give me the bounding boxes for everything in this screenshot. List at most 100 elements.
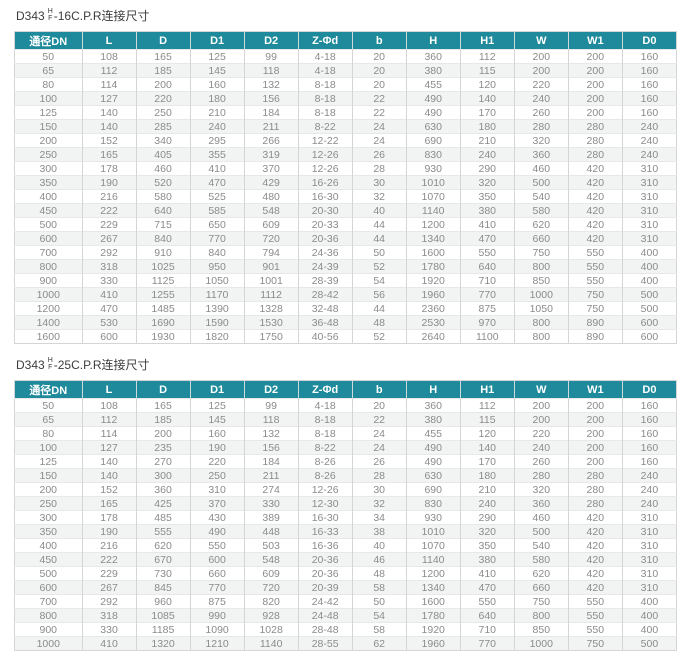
table-cell: 750 bbox=[567, 636, 623, 651]
table-row: 100 127 220 180 156 8-18 22 490 140 240 200 160 bbox=[14, 91, 677, 106]
table-row: 200 152 340 295 266 12-22 24 690 210 320 280 240 bbox=[14, 133, 677, 148]
table-cell: 770 bbox=[189, 231, 245, 246]
table-cell: 140 bbox=[81, 105, 137, 120]
table-cell: 120 bbox=[459, 77, 515, 92]
table-cell: 660 bbox=[513, 231, 569, 246]
table-row: 900 330 1125 1050 1001 28-39 54 1920 710 850 550 40… bbox=[14, 273, 677, 288]
table-cell: 114 bbox=[81, 426, 137, 441]
table-cell: 1140 bbox=[243, 636, 299, 651]
table-cell: 420 bbox=[567, 552, 623, 567]
table-cell: 1028 bbox=[243, 622, 299, 637]
table-cell: 1200 bbox=[405, 217, 461, 232]
table-cell: 900 bbox=[14, 622, 83, 637]
table-cell: 540 bbox=[513, 189, 569, 204]
table-cell: 132 bbox=[243, 77, 299, 92]
column-header: D1 bbox=[189, 31, 245, 50]
table-cell: 1600 bbox=[14, 329, 83, 344]
table-cell: 165 bbox=[81, 496, 137, 511]
table-cell: 720 bbox=[243, 580, 299, 595]
table-cell: 550 bbox=[567, 608, 623, 623]
table-cell: 112 bbox=[459, 49, 515, 64]
table-cell: 670 bbox=[135, 552, 191, 567]
table-cell: 800 bbox=[14, 608, 83, 623]
table-cell: 960 bbox=[135, 594, 191, 609]
table-cell: 16-30 bbox=[297, 510, 353, 525]
table-cell: 660 bbox=[189, 566, 245, 581]
table-cell: 160 bbox=[621, 49, 677, 64]
table-cell: 12-26 bbox=[297, 482, 353, 497]
column-header: W1 bbox=[567, 31, 623, 50]
table-cell: 1600 bbox=[405, 594, 461, 609]
table-cell: 410 bbox=[189, 161, 245, 176]
table-cell: 750 bbox=[513, 594, 569, 609]
table-cell: 24-36 bbox=[297, 245, 353, 260]
table-cell: 1000 bbox=[513, 287, 569, 302]
fraction-top: H bbox=[47, 8, 53, 15]
table-cell: 620 bbox=[513, 217, 569, 232]
table-cell: 550 bbox=[567, 273, 623, 288]
table-cell: 118 bbox=[243, 412, 299, 427]
table-cell: 280 bbox=[567, 147, 623, 162]
table-cell: 580 bbox=[513, 203, 569, 218]
table-cell: 1085 bbox=[135, 608, 191, 623]
table-cell: 160 bbox=[621, 454, 677, 469]
table-cell: 970 bbox=[459, 315, 515, 330]
table-cell: 460 bbox=[135, 161, 191, 176]
table-row: 450 222 640 585 548 20-30 40 1140 380 580 420 310 bbox=[14, 203, 677, 218]
table-row: 200 152 360 310 274 12-26 30 690 210 320 280 240 bbox=[14, 482, 677, 497]
table-cell: 185 bbox=[135, 412, 191, 427]
column-header: W bbox=[513, 31, 569, 50]
column-header: D2 bbox=[243, 380, 299, 399]
table-cell: 600 bbox=[81, 329, 137, 344]
table-cell: 40 bbox=[351, 203, 407, 218]
table-cell: 127 bbox=[81, 440, 137, 455]
table-cell: 48 bbox=[351, 566, 407, 581]
table-cell: 1000 bbox=[14, 287, 83, 302]
table-cell: 580 bbox=[135, 189, 191, 204]
table-cell: 1340 bbox=[405, 580, 461, 595]
table-cell: 200 bbox=[567, 49, 623, 64]
table-cell: 200 bbox=[567, 398, 623, 413]
table-cell: 900 bbox=[14, 273, 83, 288]
connection-dimensions-table-pn16: 通径DN L D D1 D2 Z-Φd b H H1 W W1 D0 50 108 165 125 99 4-1… bbox=[14, 31, 677, 344]
table-title-pn25: D343 H F -25C.P.R连接尺寸 bbox=[14, 351, 677, 380]
table-row: 125 140 270 220 184 8-26 26 490 170 260 200 160 bbox=[14, 454, 677, 469]
table-cell: 555 bbox=[135, 524, 191, 539]
table-cell: 530 bbox=[81, 315, 137, 330]
table-cell: 550 bbox=[567, 594, 623, 609]
table-cell: 1390 bbox=[189, 301, 245, 316]
table-cell: 46 bbox=[351, 552, 407, 567]
table-cell: 420 bbox=[567, 510, 623, 525]
table-cell: 24 bbox=[351, 133, 407, 148]
table-cell: 710 bbox=[459, 622, 515, 637]
table-cell: 40 bbox=[351, 538, 407, 553]
table-cell: 222 bbox=[81, 203, 137, 218]
table-cell: 1000 bbox=[513, 636, 569, 651]
table-cell: 152 bbox=[81, 482, 137, 497]
table-cell: 160 bbox=[621, 412, 677, 427]
table-cell: 28 bbox=[351, 468, 407, 483]
table-row: 150 140 300 250 211 8-26 28 630 180 280 280 240 bbox=[14, 468, 677, 483]
fraction-bottom: F bbox=[48, 364, 53, 371]
table-cell: 56 bbox=[351, 287, 407, 302]
table-cell: 38 bbox=[351, 524, 407, 539]
table-cell: 28-55 bbox=[297, 636, 353, 651]
table-cell: 80 bbox=[14, 426, 83, 441]
fraction-bottom: F bbox=[48, 15, 53, 22]
table-cell: 410 bbox=[81, 287, 137, 302]
table-cell: 250 bbox=[189, 468, 245, 483]
table-row: 65 112 185 145 118 8-18 22 380 115 200 200 160 bbox=[14, 412, 677, 427]
table-cell: 180 bbox=[459, 119, 515, 134]
table-cell: 40-56 bbox=[297, 329, 353, 344]
column-header: L bbox=[81, 380, 137, 399]
table-cell: 30 bbox=[351, 482, 407, 497]
table-cell: 24-42 bbox=[297, 594, 353, 609]
table-cell: 52 bbox=[351, 329, 407, 344]
table-cell: 240 bbox=[189, 119, 245, 134]
table-cell: 2640 bbox=[405, 329, 461, 344]
table-cell: 850 bbox=[513, 622, 569, 637]
table-cell: 220 bbox=[513, 426, 569, 441]
table-cell: 360 bbox=[405, 49, 461, 64]
table-cell: 350 bbox=[14, 175, 83, 190]
table-row: 700 292 910 840 794 24-36 50 1600 550 750 550 400 bbox=[14, 245, 677, 260]
